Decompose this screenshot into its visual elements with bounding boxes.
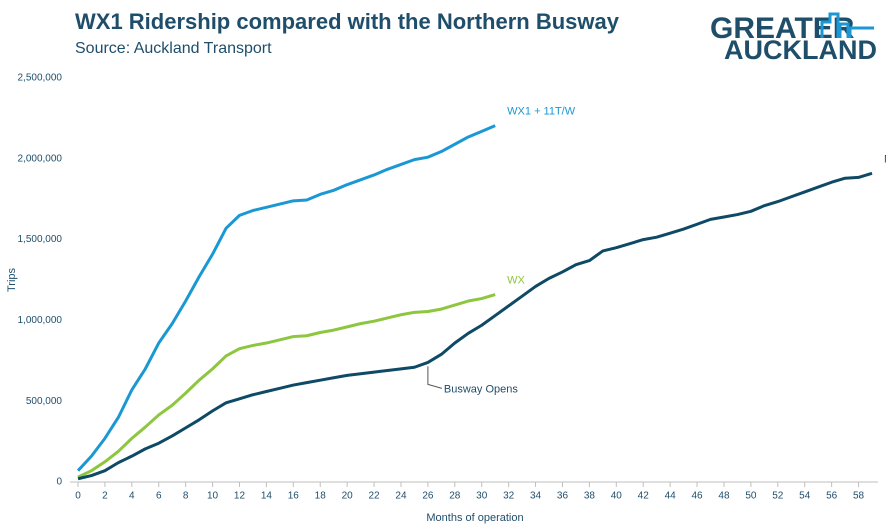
annotation: Busway Opens <box>444 383 518 395</box>
y-axis-title: Trips <box>6 267 18 292</box>
x-tick-label: 32 <box>503 491 515 502</box>
x-tick-label: 44 <box>665 491 677 502</box>
y-tick-label: 2,000,000 <box>18 153 63 164</box>
x-tick-label: 6 <box>156 491 162 502</box>
x-tick-label: 28 <box>449 491 461 502</box>
chart-title: WX1 Ridership compared with the Northern… <box>75 9 620 34</box>
x-tick-label: 24 <box>395 491 407 502</box>
x-tick-label: 50 <box>745 491 757 502</box>
x-tick-label: 52 <box>772 491 784 502</box>
x-tick-label: 2 <box>102 491 108 502</box>
x-tick-label: 36 <box>557 491 569 502</box>
x-tick-label: 30 <box>476 491 488 502</box>
x-tick-label: 34 <box>530 491 542 502</box>
series-label: NX <box>884 153 886 165</box>
x-tick-label: 26 <box>422 491 434 502</box>
x-tick-label: 54 <box>799 491 811 502</box>
series-line <box>77 171 873 481</box>
x-tick-label: 14 <box>261 491 273 502</box>
x-tick-label: 20 <box>342 491 354 502</box>
y-tick-label: 2,500,000 <box>18 73 63 84</box>
x-tick-label: 42 <box>638 491 650 502</box>
y-tick-label: 0 <box>56 477 62 488</box>
x-tick-label: 56 <box>826 491 838 502</box>
series-label: WX1 + 11T/W <box>507 106 576 118</box>
logo-icon <box>820 12 874 38</box>
logo: GREATER AUCKLAND <box>710 12 877 65</box>
logo-text: AUCKLAND <box>724 35 877 65</box>
x-tick-label: 16 <box>288 491 300 502</box>
x-tick-label: 40 <box>611 491 623 502</box>
x-axis-title: Months of operation <box>426 512 523 524</box>
x-tick-label: 4 <box>129 491 135 502</box>
x-tick-label: 48 <box>718 491 730 502</box>
chart-subtitle: Source: Auckland Transport <box>75 40 272 57</box>
x-tick-label: 0 <box>75 491 81 502</box>
series-line <box>77 293 496 479</box>
y-tick-label: 500,000 <box>26 396 63 407</box>
x-tick-label: 12 <box>234 491 246 502</box>
y-tick-label: 1,000,000 <box>18 315 63 326</box>
x-tick-label: 22 <box>369 491 381 502</box>
x-tick-label: 8 <box>183 491 189 502</box>
x-tick-label: 10 <box>207 491 219 502</box>
x-tick-label: 18 <box>315 491 327 502</box>
y-tick-label: 1,500,000 <box>18 234 63 245</box>
x-tick-label: 58 <box>853 491 865 502</box>
x-tick-label: 38 <box>584 491 596 502</box>
series-label: WX <box>507 274 525 286</box>
annotation-leader <box>427 366 443 389</box>
x-tick-label: 46 <box>691 491 703 502</box>
series-line <box>76 124 496 472</box>
